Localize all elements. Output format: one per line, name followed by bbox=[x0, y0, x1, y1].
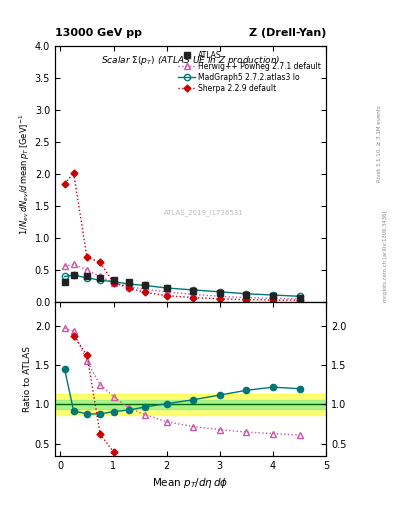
Sherpa 2.2.9 default bbox=[271, 297, 275, 303]
ATLAS bbox=[127, 279, 132, 285]
Sherpa 2.2.9 default bbox=[297, 297, 302, 303]
ATLAS bbox=[191, 287, 196, 293]
Sherpa 2.2.9 default bbox=[62, 181, 67, 187]
Text: Rivet 3.1.10, ≥ 3.1M events: Rivet 3.1.10, ≥ 3.1M events bbox=[377, 105, 382, 182]
Sherpa 2.2.9 default bbox=[98, 259, 103, 265]
ATLAS bbox=[164, 285, 169, 291]
Sherpa 2.2.9 default bbox=[127, 285, 132, 291]
Herwig++ Powheg 2.7.1 default bbox=[164, 289, 169, 295]
MadGraph5 2.7.2.atlas3 lo bbox=[62, 273, 67, 280]
MadGraph5 2.7.2.atlas3 lo bbox=[191, 287, 196, 293]
MadGraph5 2.7.2.atlas3 lo bbox=[244, 291, 249, 297]
ATLAS bbox=[71, 272, 76, 279]
Legend: ATLAS, Herwig++ Powheg 2.7.1 default, MadGraph5 2.7.2.atlas3 lo, Sherpa 2.2.9 de: ATLAS, Herwig++ Powheg 2.7.1 default, Ma… bbox=[176, 50, 322, 95]
Herwig++ Powheg 2.7.1 default bbox=[217, 293, 222, 300]
Y-axis label: Ratio to ATLAS: Ratio to ATLAS bbox=[23, 346, 32, 412]
MadGraph5 2.7.2.atlas3 lo bbox=[271, 292, 275, 298]
Herwig++ Powheg 2.7.1 default bbox=[271, 295, 275, 301]
Sherpa 2.2.9 default bbox=[111, 280, 116, 286]
Sherpa 2.2.9 default bbox=[244, 296, 249, 303]
Text: ATLAS_2019_I1736531: ATLAS_2019_I1736531 bbox=[164, 209, 244, 216]
Bar bbox=[55, 394, 326, 415]
ATLAS bbox=[111, 276, 116, 283]
Herwig++ Powheg 2.7.1 default bbox=[71, 261, 76, 267]
Sherpa 2.2.9 default bbox=[84, 254, 89, 260]
Sherpa 2.2.9 default bbox=[71, 169, 76, 176]
ATLAS bbox=[217, 290, 222, 296]
X-axis label: Mean $p_T/d\eta\,d\phi$: Mean $p_T/d\eta\,d\phi$ bbox=[152, 476, 229, 490]
Herwig++ Powheg 2.7.1 default bbox=[143, 286, 148, 292]
ATLAS bbox=[297, 294, 302, 301]
Y-axis label: $1/N_{ev}\,dN_{ev}/d\,\mathrm{mean}\,p_T\,[\mathrm{GeV}]^{-1}$: $1/N_{ev}\,dN_{ev}/d\,\mathrm{mean}\,p_T… bbox=[17, 114, 32, 234]
MadGraph5 2.7.2.atlas3 lo bbox=[127, 281, 132, 287]
Sherpa 2.2.9 default bbox=[164, 292, 169, 298]
MadGraph5 2.7.2.atlas3 lo bbox=[143, 283, 148, 289]
Text: mcplots.cern.ch [arXiv:1306.3436]: mcplots.cern.ch [arXiv:1306.3436] bbox=[383, 210, 387, 302]
MadGraph5 2.7.2.atlas3 lo bbox=[98, 278, 103, 284]
Herwig++ Powheg 2.7.1 default bbox=[98, 273, 103, 280]
Text: 13000 GeV pp: 13000 GeV pp bbox=[55, 28, 142, 38]
ATLAS bbox=[84, 273, 89, 280]
Herwig++ Powheg 2.7.1 default bbox=[244, 294, 249, 301]
ATLAS bbox=[143, 282, 148, 288]
MadGraph5 2.7.2.atlas3 lo bbox=[297, 293, 302, 300]
Herwig++ Powheg 2.7.1 default bbox=[111, 280, 116, 286]
ATLAS bbox=[244, 292, 249, 298]
Line: Sherpa 2.2.9 default: Sherpa 2.2.9 default bbox=[62, 170, 302, 303]
Line: MadGraph5 2.7.2.atlas3 lo: MadGraph5 2.7.2.atlas3 lo bbox=[61, 272, 303, 300]
ATLAS bbox=[62, 279, 67, 285]
Sherpa 2.2.9 default bbox=[217, 296, 222, 302]
Herwig++ Powheg 2.7.1 default bbox=[127, 284, 132, 290]
ATLAS bbox=[271, 293, 275, 300]
ATLAS bbox=[98, 274, 103, 281]
Text: Z (Drell-Yan): Z (Drell-Yan) bbox=[249, 28, 326, 38]
Line: ATLAS: ATLAS bbox=[61, 272, 303, 301]
MadGraph5 2.7.2.atlas3 lo bbox=[71, 272, 76, 279]
Herwig++ Powheg 2.7.1 default bbox=[84, 267, 89, 273]
Herwig++ Powheg 2.7.1 default bbox=[297, 296, 302, 302]
Herwig++ Powheg 2.7.1 default bbox=[191, 291, 196, 297]
MadGraph5 2.7.2.atlas3 lo bbox=[164, 285, 169, 291]
Herwig++ Powheg 2.7.1 default bbox=[62, 263, 67, 269]
Sherpa 2.2.9 default bbox=[191, 294, 196, 301]
Line: Herwig++ Powheg 2.7.1 default: Herwig++ Powheg 2.7.1 default bbox=[61, 261, 303, 303]
MadGraph5 2.7.2.atlas3 lo bbox=[217, 289, 222, 295]
Sherpa 2.2.9 default bbox=[143, 289, 148, 295]
MadGraph5 2.7.2.atlas3 lo bbox=[111, 279, 116, 285]
Bar bbox=[55, 400, 326, 409]
Text: Scalar $\Sigma(p_T)$ (ATLAS UE in Z production): Scalar $\Sigma(p_T)$ (ATLAS UE in Z prod… bbox=[101, 54, 280, 67]
MadGraph5 2.7.2.atlas3 lo bbox=[84, 274, 89, 281]
